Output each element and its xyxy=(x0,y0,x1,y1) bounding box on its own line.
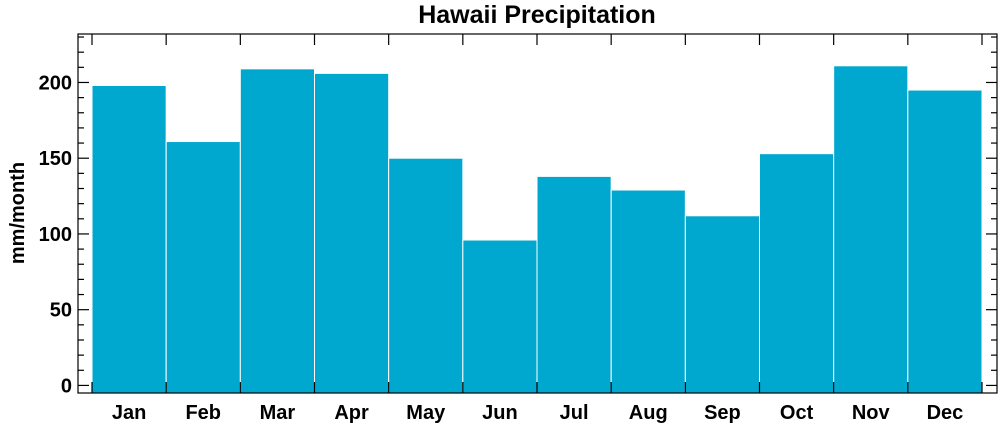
x-tick-label: May xyxy=(406,402,446,424)
y-tick-label: 200 xyxy=(39,72,72,94)
chart-title: Hawaii Precipitation xyxy=(418,1,656,29)
bar-mar xyxy=(239,68,315,394)
plot-frame xyxy=(77,33,998,394)
x-tick-label: Jun xyxy=(482,402,518,424)
bar-jan xyxy=(91,85,167,394)
y-tick-label: 150 xyxy=(39,148,72,170)
x-tick-label: Mar xyxy=(260,402,296,424)
bar-nov xyxy=(833,65,909,394)
bar-apr xyxy=(314,72,390,394)
x-tick-label: Aug xyxy=(629,402,668,424)
y-tick-label: 50 xyxy=(50,300,72,322)
x-tick-label: Dec xyxy=(927,402,964,424)
x-tick-label: Feb xyxy=(185,402,221,424)
x-tick-label: Jul xyxy=(560,402,589,424)
x-tick-label: Oct xyxy=(780,402,814,424)
bar-aug xyxy=(610,189,686,394)
x-tick-label: Apr xyxy=(334,402,369,424)
bar-feb xyxy=(165,141,241,394)
bar-sep xyxy=(684,215,760,394)
bar-jul xyxy=(536,175,612,394)
bar-may xyxy=(388,157,464,394)
bars-group xyxy=(91,65,983,394)
y-tick-label: 0 xyxy=(61,375,72,397)
x-tick-label: Jan xyxy=(112,402,146,424)
axes-group: Jan Feb Mar Apr May Jun Jul Aug Sep Oct Nov Dec 0 50 1… xyxy=(39,34,997,424)
bar-jun xyxy=(462,239,538,394)
bar-oct xyxy=(759,153,835,394)
bar-dec xyxy=(907,89,983,394)
x-tick-label: Nov xyxy=(852,402,891,424)
y-axis-label: mm/month xyxy=(7,162,29,264)
y-tick-label: 100 xyxy=(39,224,72,246)
x-tick-label: Sep xyxy=(704,402,741,424)
